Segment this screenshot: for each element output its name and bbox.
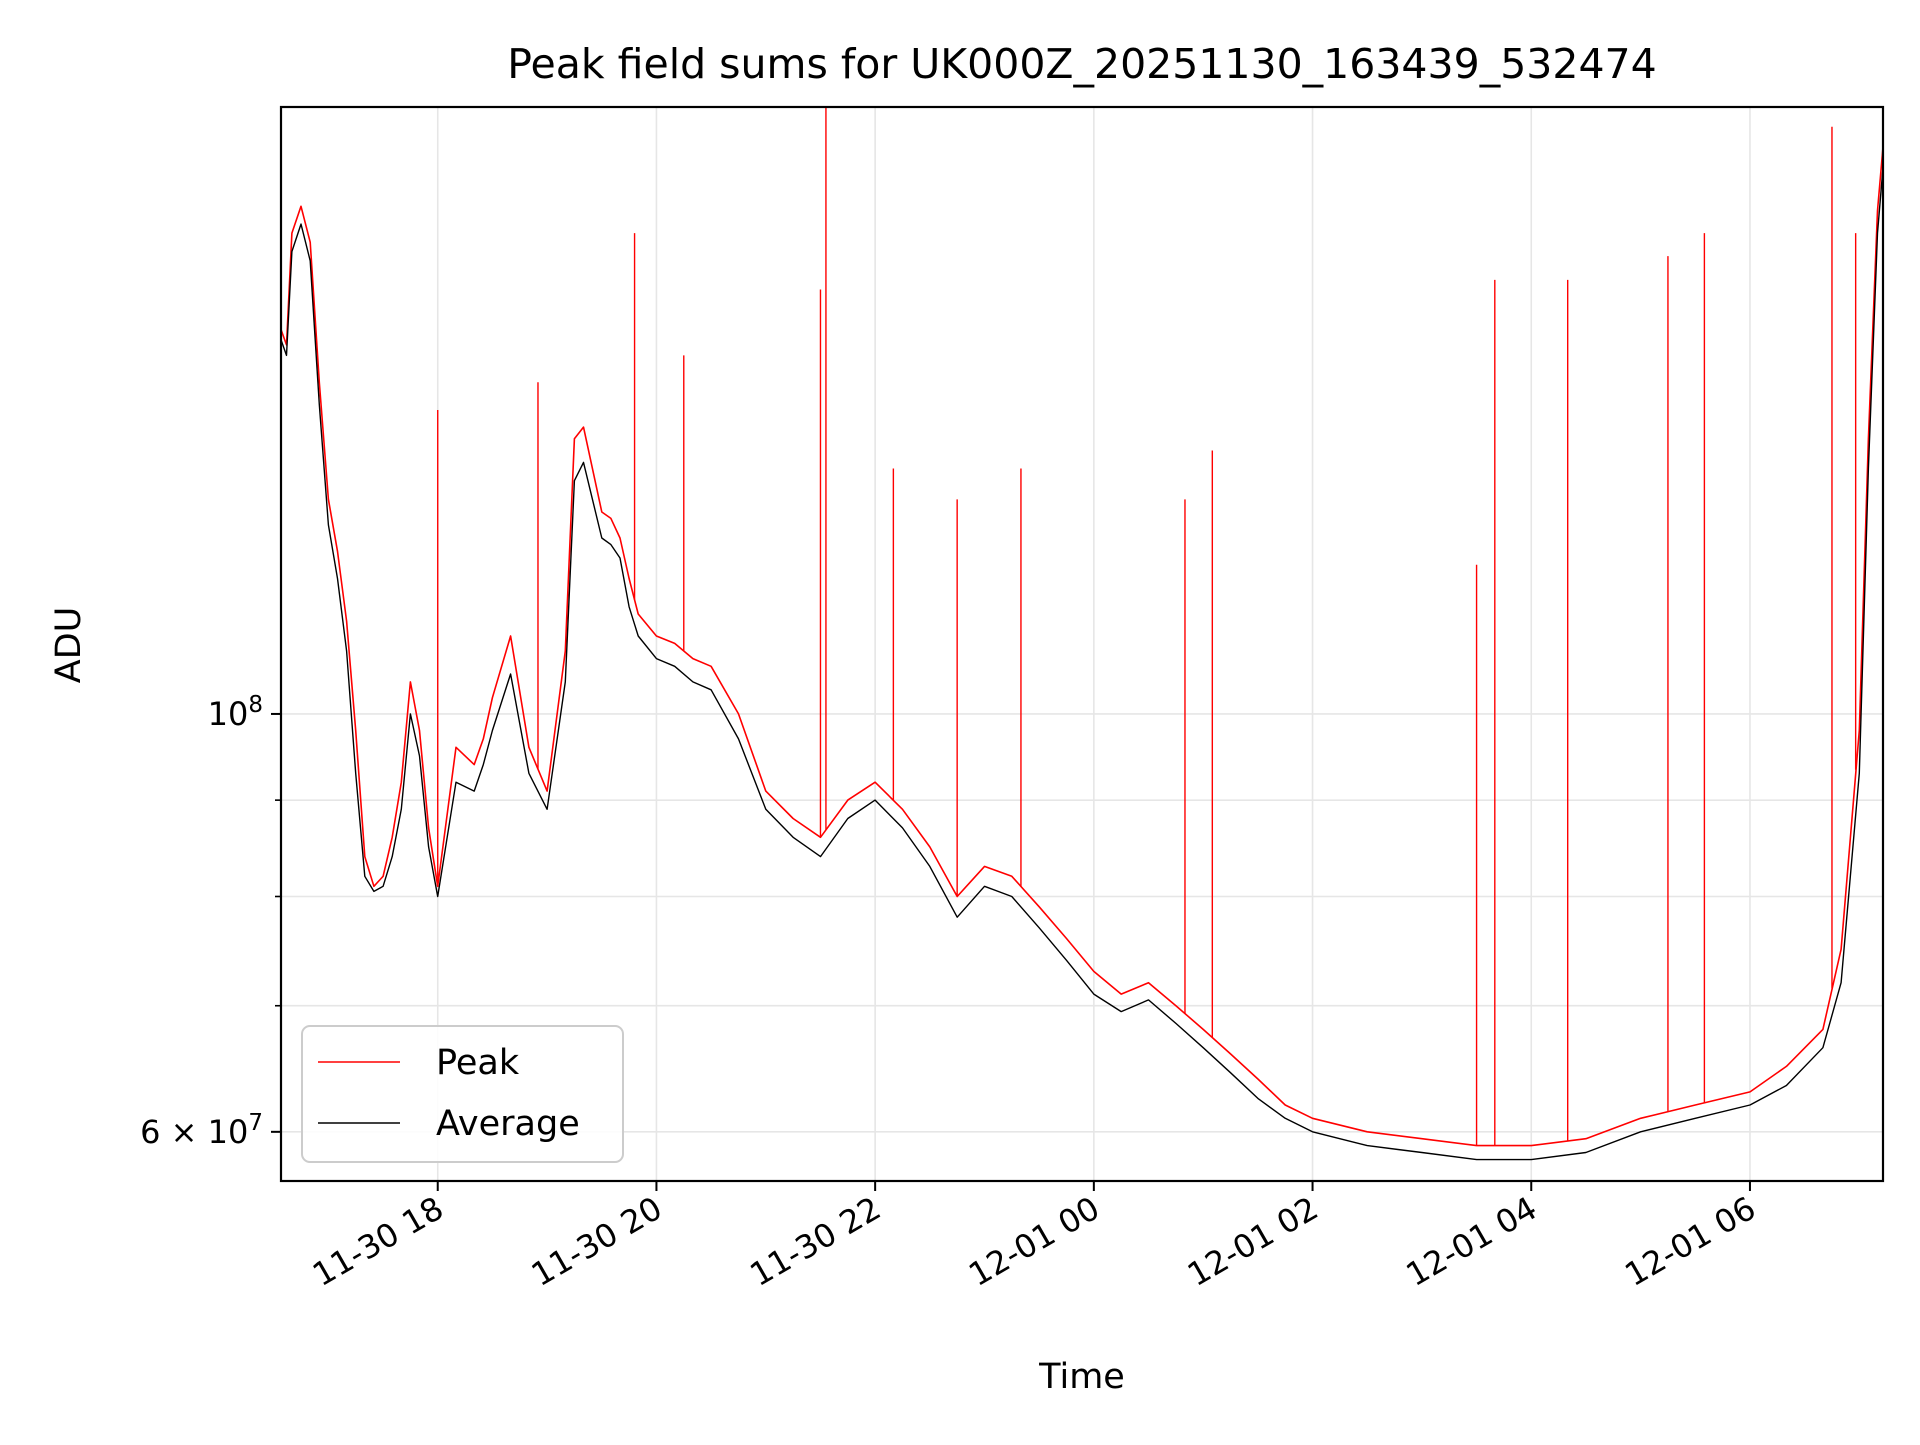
chart-title: Peak field sums for UK000Z_20251130_1634… [507,40,1656,88]
legend-peak-label: Peak [436,1043,520,1083]
series-average-line [281,167,1883,1161]
y-tick-label: 6 × 107 [140,1110,263,1151]
y-axis-label: ADU [49,607,89,684]
y-axis: 6 × 107 108 [140,692,281,1151]
y-tick-label: 108 [208,692,263,733]
legend-box [301,1025,624,1163]
series-layer [281,107,1883,1161]
x-axis-label: Time [1038,1357,1125,1397]
series-peak-line [281,146,1883,1147]
plot-frame [279,105,1885,1183]
legend-average-label: Average [436,1104,580,1144]
legend: Peak Average [301,1025,624,1163]
